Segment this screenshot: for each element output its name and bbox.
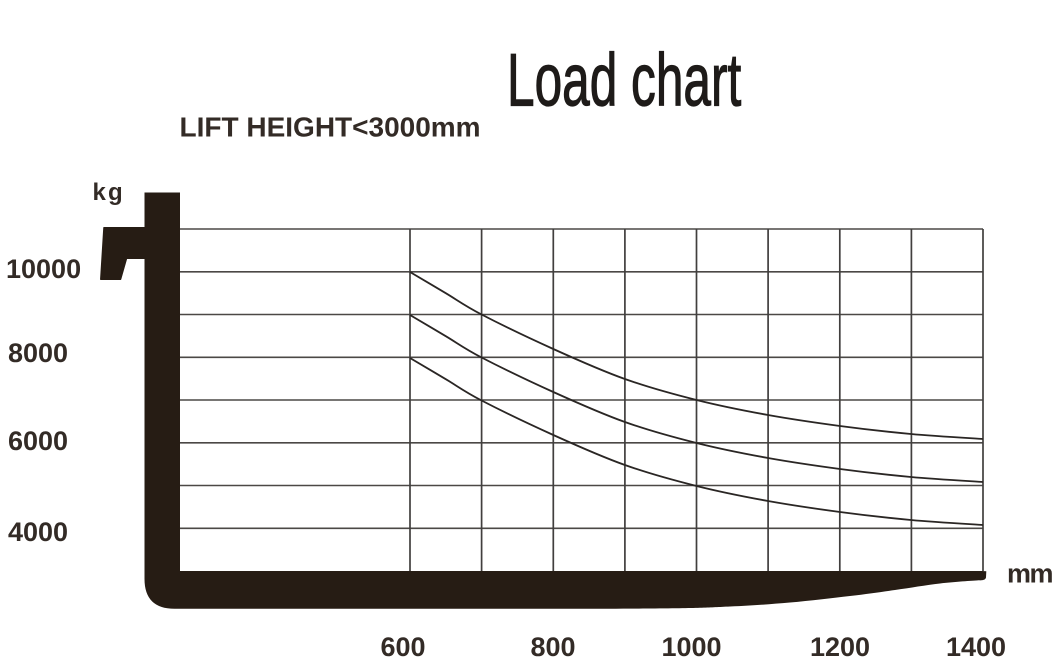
svg-text:Load chart: Load chart xyxy=(507,40,742,122)
svg-text:LIFT HEIGHT<3000mm: LIFT HEIGHT<3000mm xyxy=(180,112,481,143)
svg-text:800: 800 xyxy=(530,632,575,662)
svg-text:8000: 8000 xyxy=(8,338,68,368)
svg-text:mm: mm xyxy=(1007,559,1053,589)
svg-text:600: 600 xyxy=(380,632,425,662)
svg-text:6000: 6000 xyxy=(8,426,68,456)
svg-text:kg: kg xyxy=(93,179,125,206)
svg-text:10000: 10000 xyxy=(6,254,81,284)
svg-text:1000: 1000 xyxy=(661,632,721,662)
svg-text:1200: 1200 xyxy=(810,632,870,662)
svg-text:4000: 4000 xyxy=(8,517,68,547)
svg-text:1400: 1400 xyxy=(946,632,1006,662)
